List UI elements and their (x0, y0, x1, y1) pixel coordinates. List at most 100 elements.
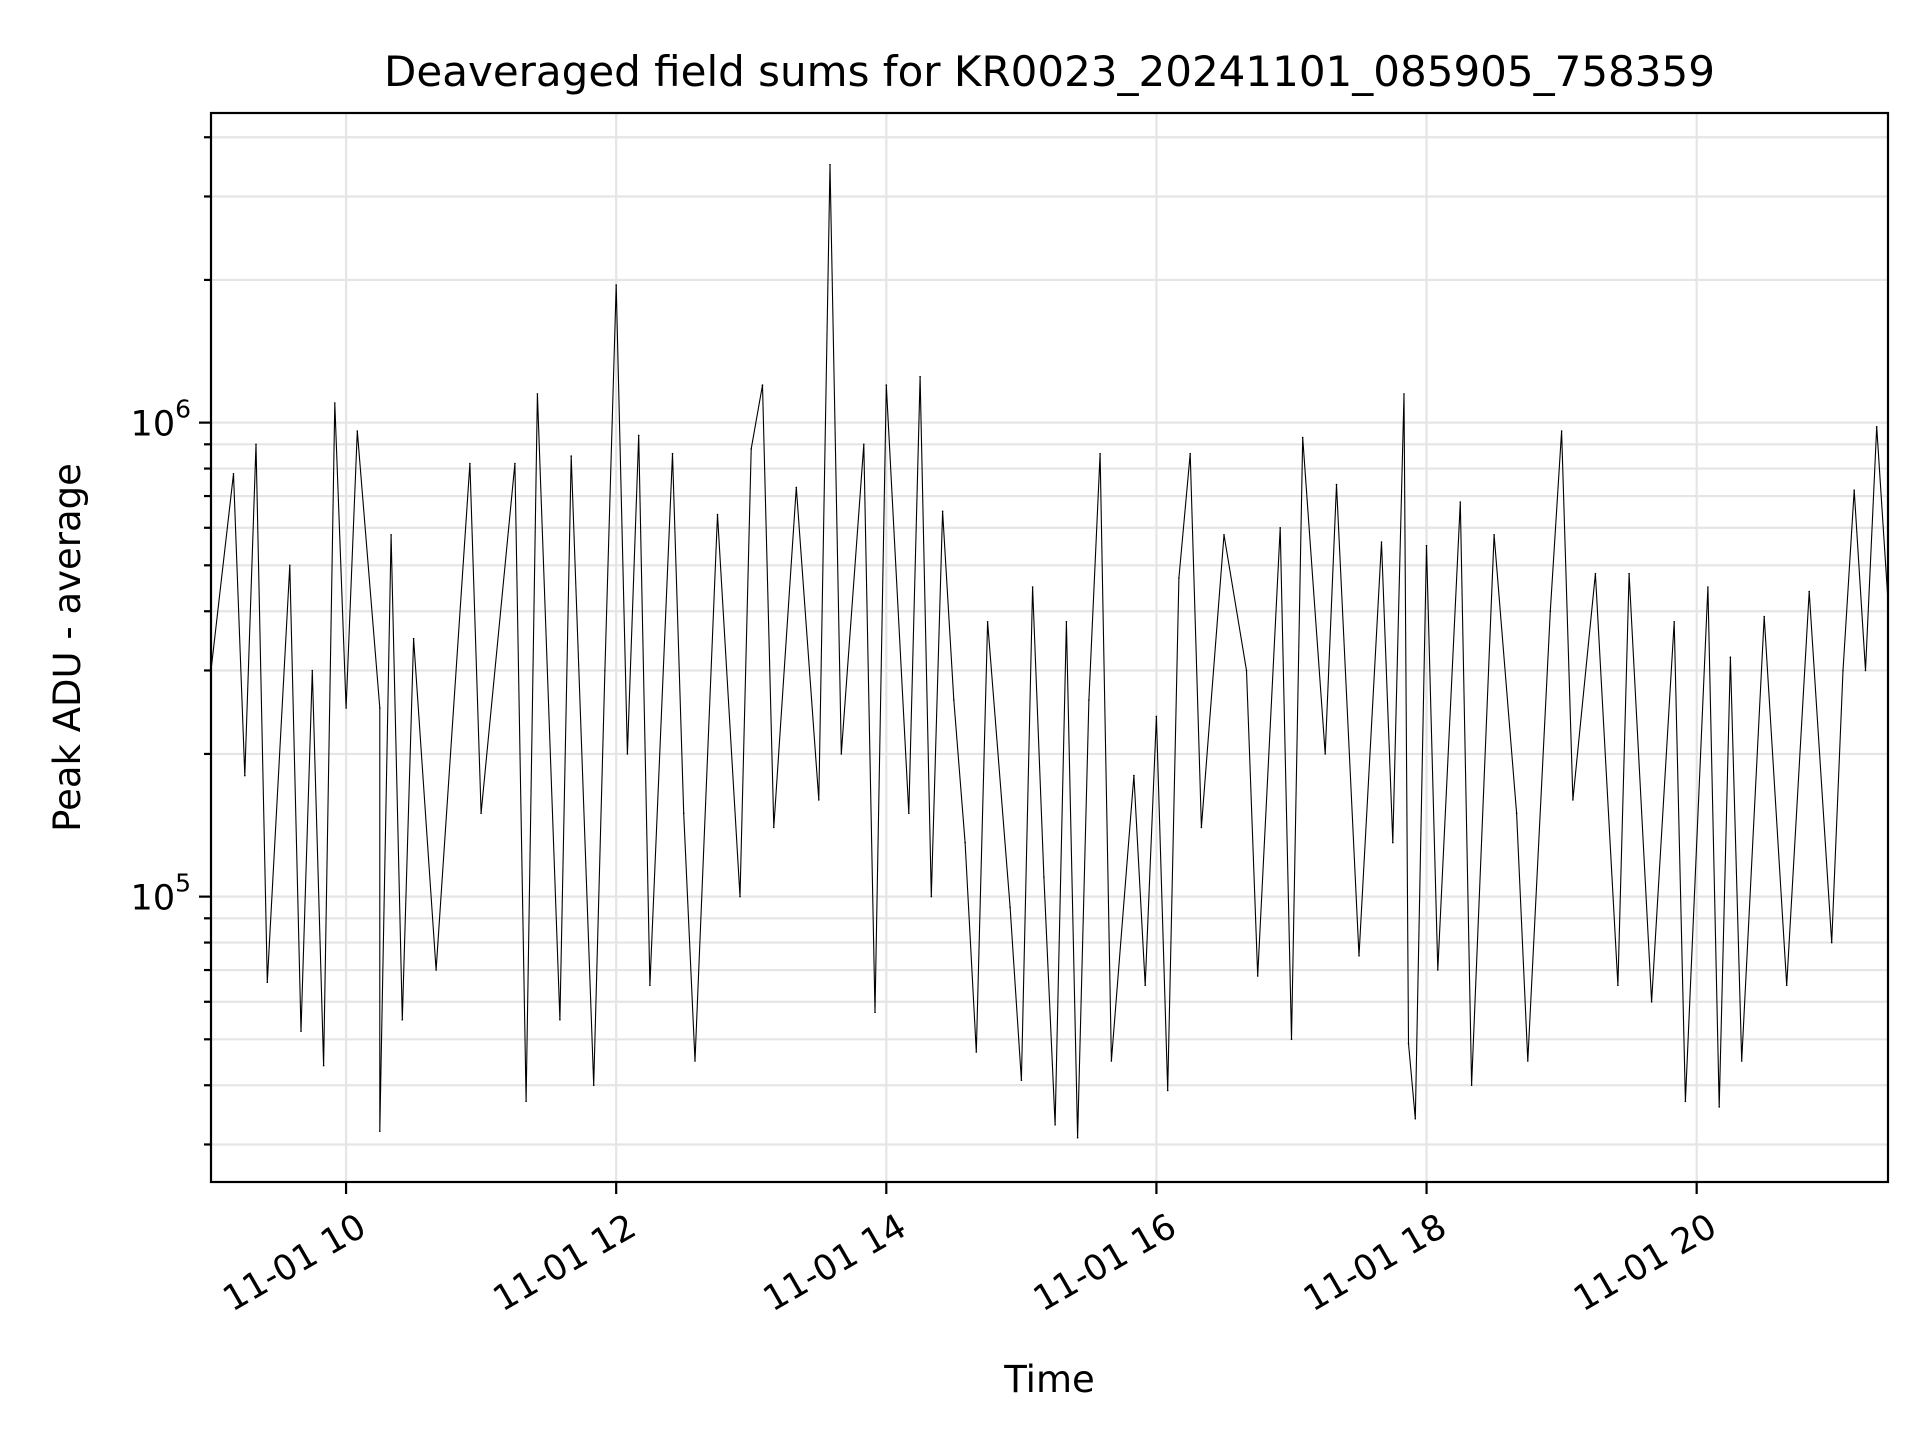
y-tick-label: 106 (131, 395, 191, 445)
data-point (1054, 1124, 1056, 1126)
data-point (536, 393, 539, 395)
data-point (1853, 489, 1855, 492)
data-point (311, 669, 314, 672)
data-point (1594, 572, 1597, 575)
data-point (469, 462, 471, 465)
data-point (682, 812, 685, 814)
data-point (1301, 436, 1304, 439)
data-point (345, 707, 347, 709)
data-point (671, 452, 674, 455)
data-point (412, 637, 415, 640)
data-point (1009, 906, 1011, 908)
data-point (525, 1100, 527, 1103)
data-point (908, 812, 910, 814)
data-point (1223, 534, 1225, 536)
data-point (1020, 1079, 1023, 1081)
data-point (1133, 774, 1135, 777)
data-point (1740, 1060, 1743, 1062)
data-point (401, 1018, 404, 1021)
data-point (1403, 393, 1405, 395)
data-point (694, 1060, 696, 1062)
data-point (1380, 541, 1383, 543)
data-point (1650, 1001, 1653, 1003)
data-point (818, 799, 820, 801)
data-point (592, 1084, 595, 1086)
data-point (1290, 1038, 1293, 1041)
data-point (1076, 1136, 1079, 1139)
data-point (1099, 452, 1101, 455)
data-point (1493, 534, 1495, 536)
grid-lines (211, 113, 1888, 1182)
data-point (379, 707, 381, 709)
data-point (1437, 969, 1439, 971)
data-point (255, 443, 257, 446)
data-point (1279, 527, 1281, 529)
data-point (1527, 1060, 1529, 1062)
data-point (1729, 656, 1732, 658)
series-line (210, 164, 1889, 1139)
data-point (379, 1130, 381, 1132)
data-point (1407, 1042, 1410, 1045)
data-point (930, 895, 933, 898)
data-point (1110, 1060, 1113, 1062)
data-point (1155, 715, 1158, 718)
data-point (300, 1030, 302, 1032)
data-point (1189, 452, 1191, 455)
data-point (334, 402, 336, 404)
data-point (1178, 577, 1180, 579)
data-point (964, 841, 966, 844)
data-point (1707, 586, 1709, 588)
data-point (1673, 621, 1675, 623)
y-axis-label: Peak ADU - average (46, 463, 89, 832)
data-point (1392, 841, 1394, 844)
data-point (570, 455, 572, 457)
data-point (1808, 590, 1810, 593)
data-point (1515, 812, 1518, 814)
data-point (1245, 669, 1248, 672)
data-point (1324, 753, 1326, 755)
data-point (829, 163, 831, 166)
data-point (637, 434, 640, 437)
data-point (1256, 975, 1259, 977)
y-tick-label: 105 (131, 869, 191, 919)
data-point (1684, 1100, 1687, 1103)
chart-title: Deaveraged field sums for KR0023_2024110… (384, 47, 1715, 96)
data-point (919, 375, 921, 378)
plot-frame (209, 111, 1890, 1184)
data-point (1358, 955, 1360, 957)
data-point (761, 384, 764, 386)
series-layer (210, 163, 1889, 1139)
data-point (559, 1018, 561, 1021)
data-point (750, 448, 752, 450)
data-point (773, 826, 775, 829)
data-point (1628, 572, 1630, 575)
data-point (322, 1064, 325, 1067)
data-point (840, 753, 843, 755)
data-point (1560, 430, 1563, 432)
data-point (1459, 501, 1462, 503)
data-point (795, 486, 798, 489)
data-point (1414, 1117, 1417, 1120)
data-point (649, 984, 651, 987)
data-point (863, 443, 865, 446)
data-point (1200, 826, 1203, 829)
data-point (1031, 586, 1034, 588)
data-point (1763, 615, 1765, 618)
data-point (716, 513, 719, 516)
data-point (975, 1051, 978, 1053)
data-point (615, 284, 617, 286)
data-point (1470, 1084, 1473, 1086)
data-point (1144, 984, 1146, 987)
data-point (986, 621, 989, 623)
x-axis-label: Time (1003, 1358, 1095, 1401)
data-point (1335, 483, 1338, 486)
data-point (266, 981, 269, 983)
data-point (1617, 984, 1619, 987)
data-point (435, 969, 437, 971)
data-point (953, 699, 955, 701)
data-point (604, 669, 606, 672)
data-point (289, 564, 291, 567)
data-point (1065, 621, 1068, 623)
